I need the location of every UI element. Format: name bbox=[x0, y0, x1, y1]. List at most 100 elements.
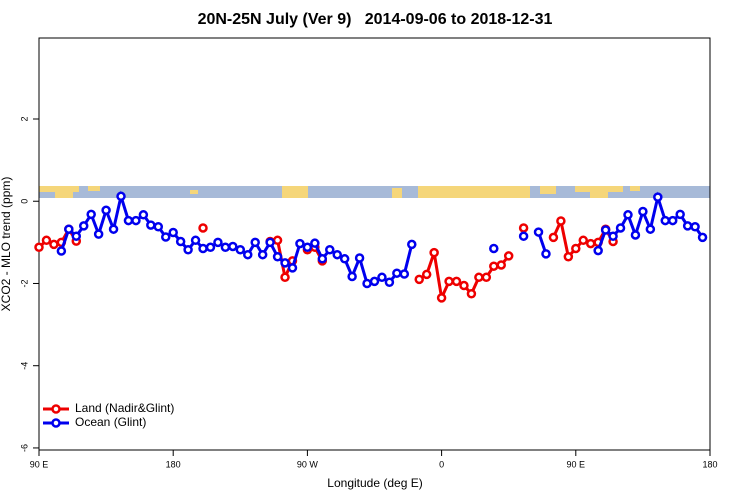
series-line bbox=[59, 190, 704, 286]
data-point bbox=[213, 237, 223, 248]
data-point bbox=[146, 220, 156, 230]
data-point bbox=[175, 236, 186, 247]
data-point bbox=[407, 239, 417, 250]
data-point bbox=[459, 280, 469, 291]
data-point bbox=[332, 249, 342, 260]
data-point bbox=[653, 192, 663, 202]
data-point bbox=[563, 251, 574, 262]
data-point bbox=[541, 249, 551, 259]
data-point bbox=[377, 272, 387, 283]
data-point bbox=[235, 245, 246, 255]
data-point bbox=[138, 210, 149, 220]
map-strip bbox=[39, 186, 710, 198]
data-point bbox=[638, 206, 648, 217]
chart-title: 20N-25N July (Ver 9) 2014-09-06 to 2018-… bbox=[198, 11, 553, 28]
data-point bbox=[243, 249, 253, 260]
data-point bbox=[168, 227, 178, 238]
data-point bbox=[362, 278, 372, 289]
data-point bbox=[496, 260, 506, 270]
x-tick-label: 90 E bbox=[30, 459, 49, 469]
x-tick-label: 180 bbox=[702, 459, 717, 469]
data-point bbox=[265, 237, 275, 248]
data-point bbox=[64, 224, 74, 234]
data-point bbox=[623, 210, 633, 220]
data-point bbox=[228, 241, 238, 252]
data-point bbox=[198, 243, 208, 254]
y-tick-label: 2 bbox=[19, 116, 29, 121]
x-tick-label: 90 W bbox=[297, 459, 319, 469]
data-point bbox=[190, 235, 201, 246]
y-tick-label: 0 bbox=[19, 199, 29, 204]
data-point bbox=[675, 209, 685, 220]
data-point bbox=[78, 221, 89, 231]
data-point bbox=[548, 232, 559, 243]
data-point bbox=[287, 263, 298, 273]
data-point bbox=[272, 235, 283, 246]
data-point bbox=[71, 231, 82, 241]
data-point bbox=[86, 209, 96, 220]
y-axis-label: XCO2 - MLO trend (ppm) bbox=[0, 177, 13, 312]
data-point bbox=[116, 191, 126, 202]
data-point bbox=[302, 242, 313, 253]
data-point bbox=[123, 215, 134, 226]
data-point bbox=[153, 221, 164, 232]
data-point bbox=[697, 232, 708, 243]
data-point bbox=[257, 249, 268, 260]
data-point bbox=[310, 238, 320, 248]
data-point bbox=[198, 223, 208, 233]
data-point bbox=[474, 272, 484, 283]
data-point bbox=[56, 246, 67, 256]
x-tick-label: 180 bbox=[166, 459, 181, 469]
x-tick-label: 90 E bbox=[567, 459, 586, 469]
data-point bbox=[347, 271, 357, 282]
data-point bbox=[280, 258, 290, 268]
data-point bbox=[384, 277, 395, 287]
data-point bbox=[660, 215, 671, 226]
data-point bbox=[578, 235, 589, 246]
data-point bbox=[34, 242, 44, 253]
data-point bbox=[108, 224, 119, 234]
data-point bbox=[533, 227, 544, 237]
y-tick-label: -6 bbox=[19, 444, 29, 452]
data-point bbox=[481, 272, 492, 283]
data-point bbox=[49, 239, 59, 250]
data-point bbox=[444, 276, 454, 287]
data-point bbox=[354, 253, 365, 263]
data-point bbox=[690, 221, 700, 232]
data-point bbox=[131, 215, 141, 226]
data-point bbox=[518, 231, 529, 241]
data-point bbox=[585, 238, 596, 249]
data-point bbox=[414, 274, 424, 285]
data-point bbox=[399, 269, 410, 279]
data-point bbox=[518, 223, 529, 233]
data-point bbox=[160, 232, 171, 242]
data-point bbox=[280, 272, 290, 283]
legend-marker bbox=[51, 404, 61, 414]
data-point bbox=[183, 245, 193, 255]
data-point bbox=[369, 276, 380, 287]
data-point bbox=[571, 243, 581, 254]
data-point bbox=[339, 254, 350, 264]
data-point bbox=[272, 251, 283, 262]
data-point bbox=[436, 293, 447, 303]
data-point bbox=[325, 245, 335, 255]
data-point bbox=[682, 221, 693, 231]
x-axis-label: Longitude (deg E) bbox=[327, 476, 422, 490]
data-point bbox=[600, 225, 611, 235]
data-point bbox=[220, 242, 231, 253]
y-tick-label: -4 bbox=[19, 362, 29, 370]
data-point bbox=[429, 247, 439, 258]
data-point bbox=[503, 251, 514, 261]
data-point bbox=[630, 230, 641, 240]
data-point bbox=[421, 269, 432, 280]
data-point bbox=[317, 254, 328, 264]
x-tick-label: 0 bbox=[439, 459, 444, 469]
data-point bbox=[295, 238, 305, 249]
data-point bbox=[451, 276, 462, 287]
data-point bbox=[392, 268, 402, 278]
legend-label: Land (Nadir&Glint) bbox=[75, 401, 174, 415]
data-point bbox=[615, 223, 626, 233]
legend-marker bbox=[51, 418, 61, 428]
data-point bbox=[593, 245, 603, 256]
